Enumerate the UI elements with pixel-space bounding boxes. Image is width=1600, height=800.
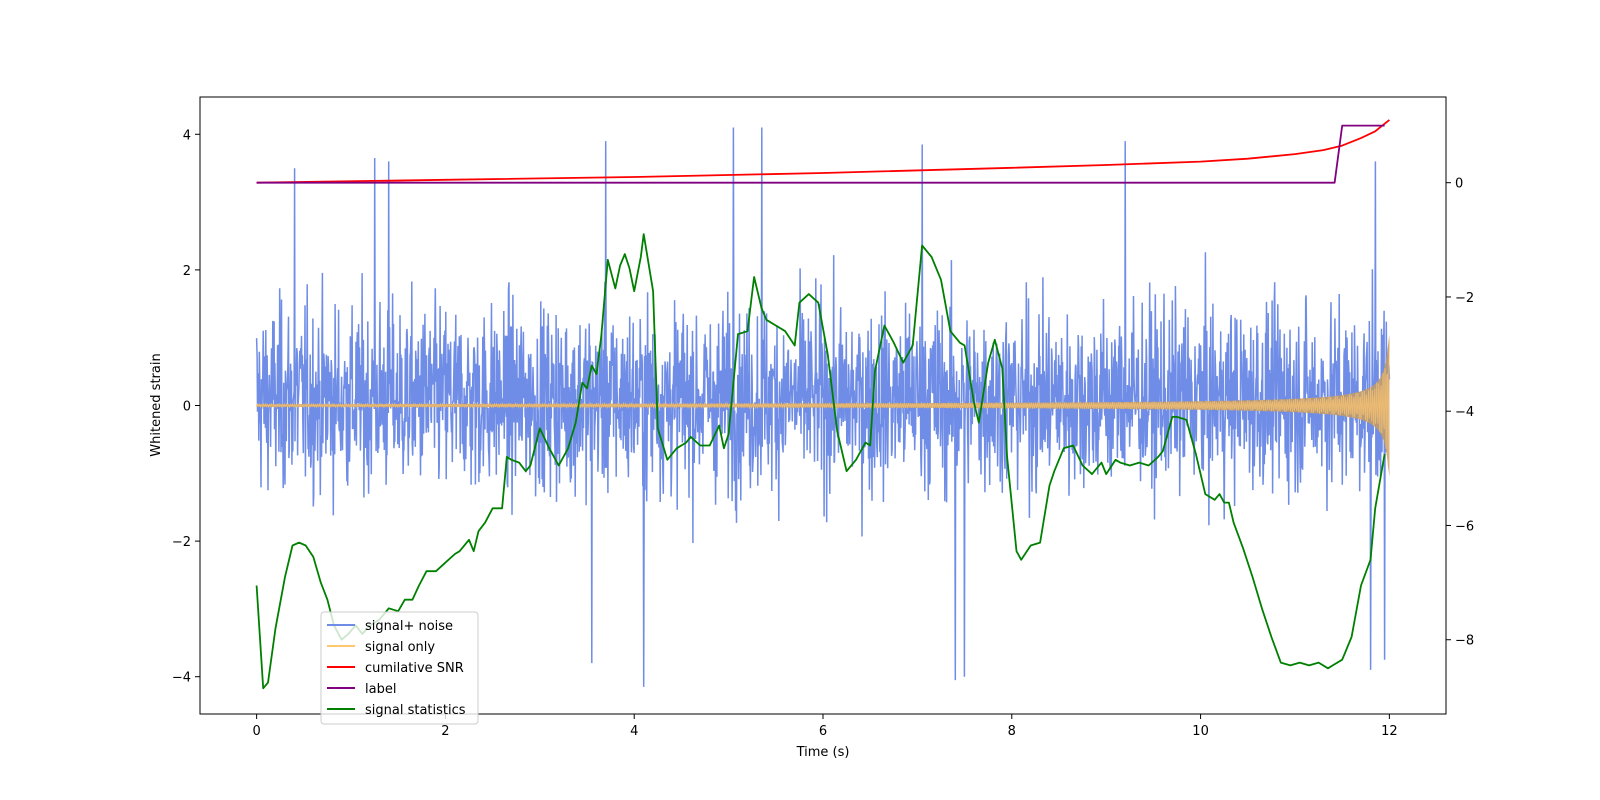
- signal-series: [256, 334, 1390, 477]
- x-axis-label: Time (s): [796, 745, 850, 760]
- signal-trace: [256, 339, 1390, 466]
- y2-tick-label: −2: [1455, 291, 1474, 306]
- y-tick-label: 0: [183, 400, 191, 415]
- noise-series: [255, 127, 1391, 687]
- y2-tick-label: −6: [1455, 519, 1474, 534]
- x-tick-label: 12: [1381, 724, 1398, 739]
- y-tick-label: 2: [183, 264, 191, 279]
- x-tick-label: 6: [819, 724, 827, 739]
- y2-tick-label: −4: [1455, 405, 1474, 420]
- x-tick-label: 8: [1008, 724, 1016, 739]
- snr-line: [256, 119, 1390, 184]
- x-tick-label: 4: [630, 724, 638, 739]
- legend-label-stats: signal statistics: [365, 703, 466, 718]
- legend-label-signal: signal only: [365, 640, 435, 655]
- x-tick-label: 10: [1192, 724, 1209, 739]
- y-axis-label: Whitened strain: [149, 353, 164, 456]
- y2-tick-label: −8: [1455, 634, 1474, 649]
- line-series: [255, 119, 1390, 690]
- label-line: [256, 124, 1385, 184]
- x-tick-label: 2: [441, 724, 449, 739]
- y2-tick-label: 0: [1455, 177, 1463, 192]
- legend-label-snr: cumilative SNR: [365, 661, 464, 676]
- y-tick-label: −4: [172, 671, 191, 686]
- y-tick-label: −2: [172, 535, 191, 550]
- legend-box: [320, 611, 479, 725]
- x-tick-label: 0: [252, 724, 260, 739]
- stats-line: [255, 233, 1386, 690]
- axes: 0 2 4 6 8 10 12 −4 −2 0 2 4 −8 −6 −4 −2 0: [172, 128, 1474, 739]
- legend: signal+ noise signal only cumilative SNR…: [320, 611, 479, 725]
- noise-trace: [255, 127, 1391, 687]
- y-tick-label: 4: [183, 128, 191, 143]
- legend-label-noise: signal+ noise: [365, 619, 453, 634]
- legend-label-label: label: [365, 682, 396, 697]
